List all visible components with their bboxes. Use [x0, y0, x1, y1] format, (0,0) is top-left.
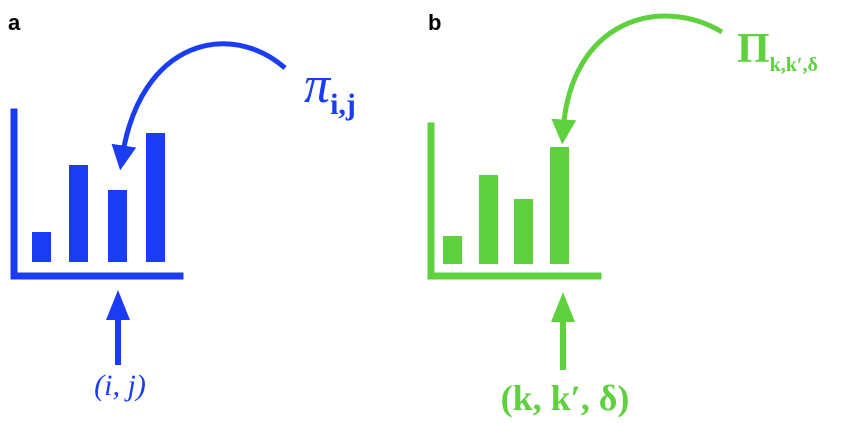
- panel-a-symbol-sub: i,j: [330, 88, 356, 121]
- panel-b-bar-1: [443, 236, 462, 264]
- panel-b-index-label: (k, k′, δ): [501, 378, 630, 418]
- panel-a: πi,j (i, j): [10, 41, 356, 402]
- panel-b-symbol: Πk,k′,δ: [737, 26, 818, 76]
- panel-b-bar-4: [550, 147, 569, 264]
- panel-a-bar-1: [32, 232, 51, 262]
- panel-a-bar-2: [69, 165, 88, 262]
- panel-b: Πk,k′,δ (k, k′, δ): [427, 13, 818, 418]
- panel-a-axes: [10, 108, 184, 280]
- panel-a-up-arrow-head: [106, 290, 130, 320]
- panel-a-curved-arrow: [111, 41, 287, 171]
- panel-b-curved-arrow: [551, 13, 724, 145]
- panel-b-bar-2: [479, 175, 498, 264]
- panel-a-symbol: πi,j: [304, 57, 356, 121]
- panel-a-bar-4: [146, 133, 165, 262]
- panel-b-symbol-sub: k,k′,δ: [770, 54, 818, 76]
- panel-b-bar-3: [514, 199, 533, 264]
- panel-b-axes: [427, 122, 602, 280]
- panel-a-index-label: (i, j): [94, 369, 146, 402]
- panel-b-label: b: [428, 10, 442, 35]
- panel-a-label: a: [8, 10, 21, 35]
- panel-a-bar-3: [108, 190, 127, 262]
- panel-b-up-arrow-head: [551, 292, 575, 322]
